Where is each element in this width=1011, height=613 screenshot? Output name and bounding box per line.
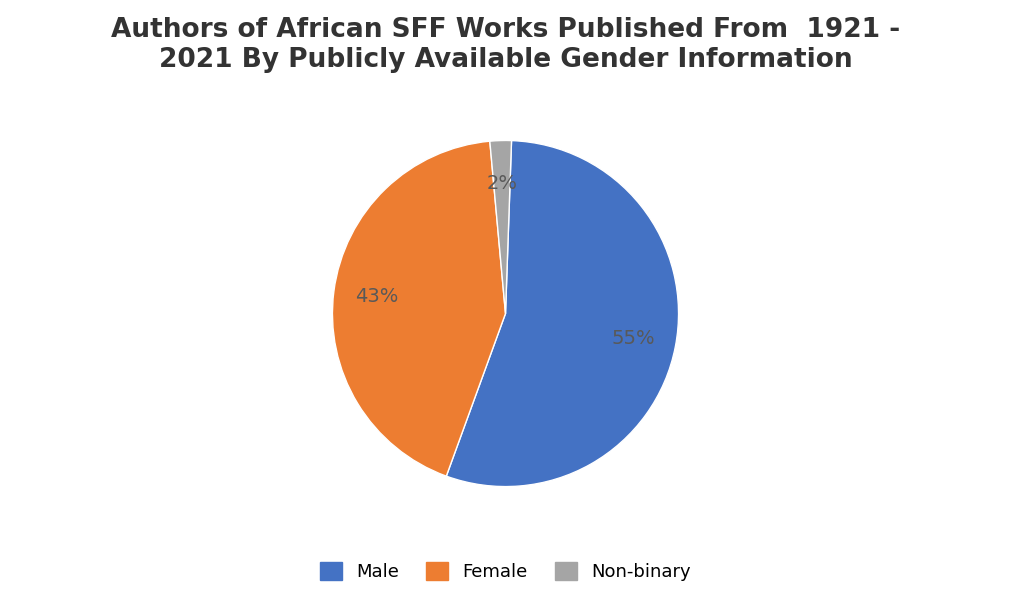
Text: 43%: 43%	[355, 287, 398, 306]
Wedge shape	[489, 140, 512, 313]
Legend: Male, Female, Non-binary: Male, Female, Non-binary	[311, 553, 700, 590]
Text: 2%: 2%	[486, 174, 518, 193]
Wedge shape	[446, 140, 678, 487]
Text: 55%: 55%	[611, 329, 655, 348]
Wedge shape	[333, 141, 506, 476]
Title: Authors of African SFF Works Published From  1921 -
2021 By Publicly Available G: Authors of African SFF Works Published F…	[111, 17, 900, 73]
